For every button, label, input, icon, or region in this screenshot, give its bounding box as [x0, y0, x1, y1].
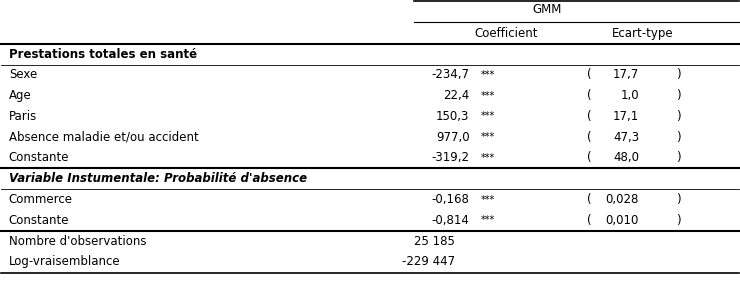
Text: ***: *** [480, 91, 495, 101]
Text: Nombre d'observations: Nombre d'observations [9, 235, 147, 248]
Text: ): ) [676, 89, 681, 102]
Text: (: ( [588, 151, 592, 164]
Text: -0,168: -0,168 [431, 193, 469, 206]
Text: 150,3: 150,3 [436, 110, 469, 123]
Text: Commerce: Commerce [9, 193, 73, 206]
Text: ***: *** [480, 70, 495, 80]
Text: (: ( [588, 110, 592, 123]
Text: Sexe: Sexe [9, 68, 37, 82]
Text: 25 185: 25 185 [414, 235, 455, 248]
Text: (: ( [588, 214, 592, 227]
Text: 0,010: 0,010 [606, 214, 639, 227]
Text: -229 447: -229 447 [402, 255, 455, 268]
Text: ***: *** [480, 132, 495, 142]
Text: ***: *** [480, 111, 495, 122]
Text: -234,7: -234,7 [431, 68, 469, 82]
Text: (: ( [588, 89, 592, 102]
Text: -0,814: -0,814 [431, 214, 469, 227]
Text: 1,0: 1,0 [620, 89, 639, 102]
Text: Constante: Constante [9, 214, 70, 227]
Text: 977,0: 977,0 [436, 131, 469, 144]
Text: 47,3: 47,3 [613, 131, 639, 144]
Text: 0,028: 0,028 [606, 193, 639, 206]
Text: ): ) [676, 110, 681, 123]
Text: -319,2: -319,2 [431, 151, 469, 164]
Text: ): ) [676, 131, 681, 144]
Text: Age: Age [9, 89, 32, 102]
Text: Ecart-type: Ecart-type [612, 27, 673, 40]
Text: ): ) [676, 193, 681, 206]
Text: (: ( [588, 131, 592, 144]
Text: ***: *** [480, 153, 495, 163]
Text: Prestations totales en santé: Prestations totales en santé [9, 48, 197, 61]
Text: ***: *** [480, 195, 495, 204]
Text: 17,7: 17,7 [613, 68, 639, 82]
Text: 17,1: 17,1 [613, 110, 639, 123]
Text: 48,0: 48,0 [613, 151, 639, 164]
Text: Constante: Constante [9, 151, 70, 164]
Text: Log-vraisemblance: Log-vraisemblance [9, 255, 121, 268]
Text: Variable Instumentale: Probabilité d'absence: Variable Instumentale: Probabilité d'abs… [9, 172, 307, 185]
Text: GMM: GMM [532, 3, 562, 16]
Text: ): ) [676, 214, 681, 227]
Text: (: ( [588, 68, 592, 82]
Text: 22,4: 22,4 [443, 89, 469, 102]
Text: (: ( [588, 193, 592, 206]
Text: Coefficient: Coefficient [474, 27, 538, 40]
Text: Absence maladie et/ou accident: Absence maladie et/ou accident [9, 131, 198, 144]
Text: ): ) [676, 151, 681, 164]
Text: Paris: Paris [9, 110, 37, 123]
Text: ***: *** [480, 215, 495, 225]
Text: ): ) [676, 68, 681, 82]
